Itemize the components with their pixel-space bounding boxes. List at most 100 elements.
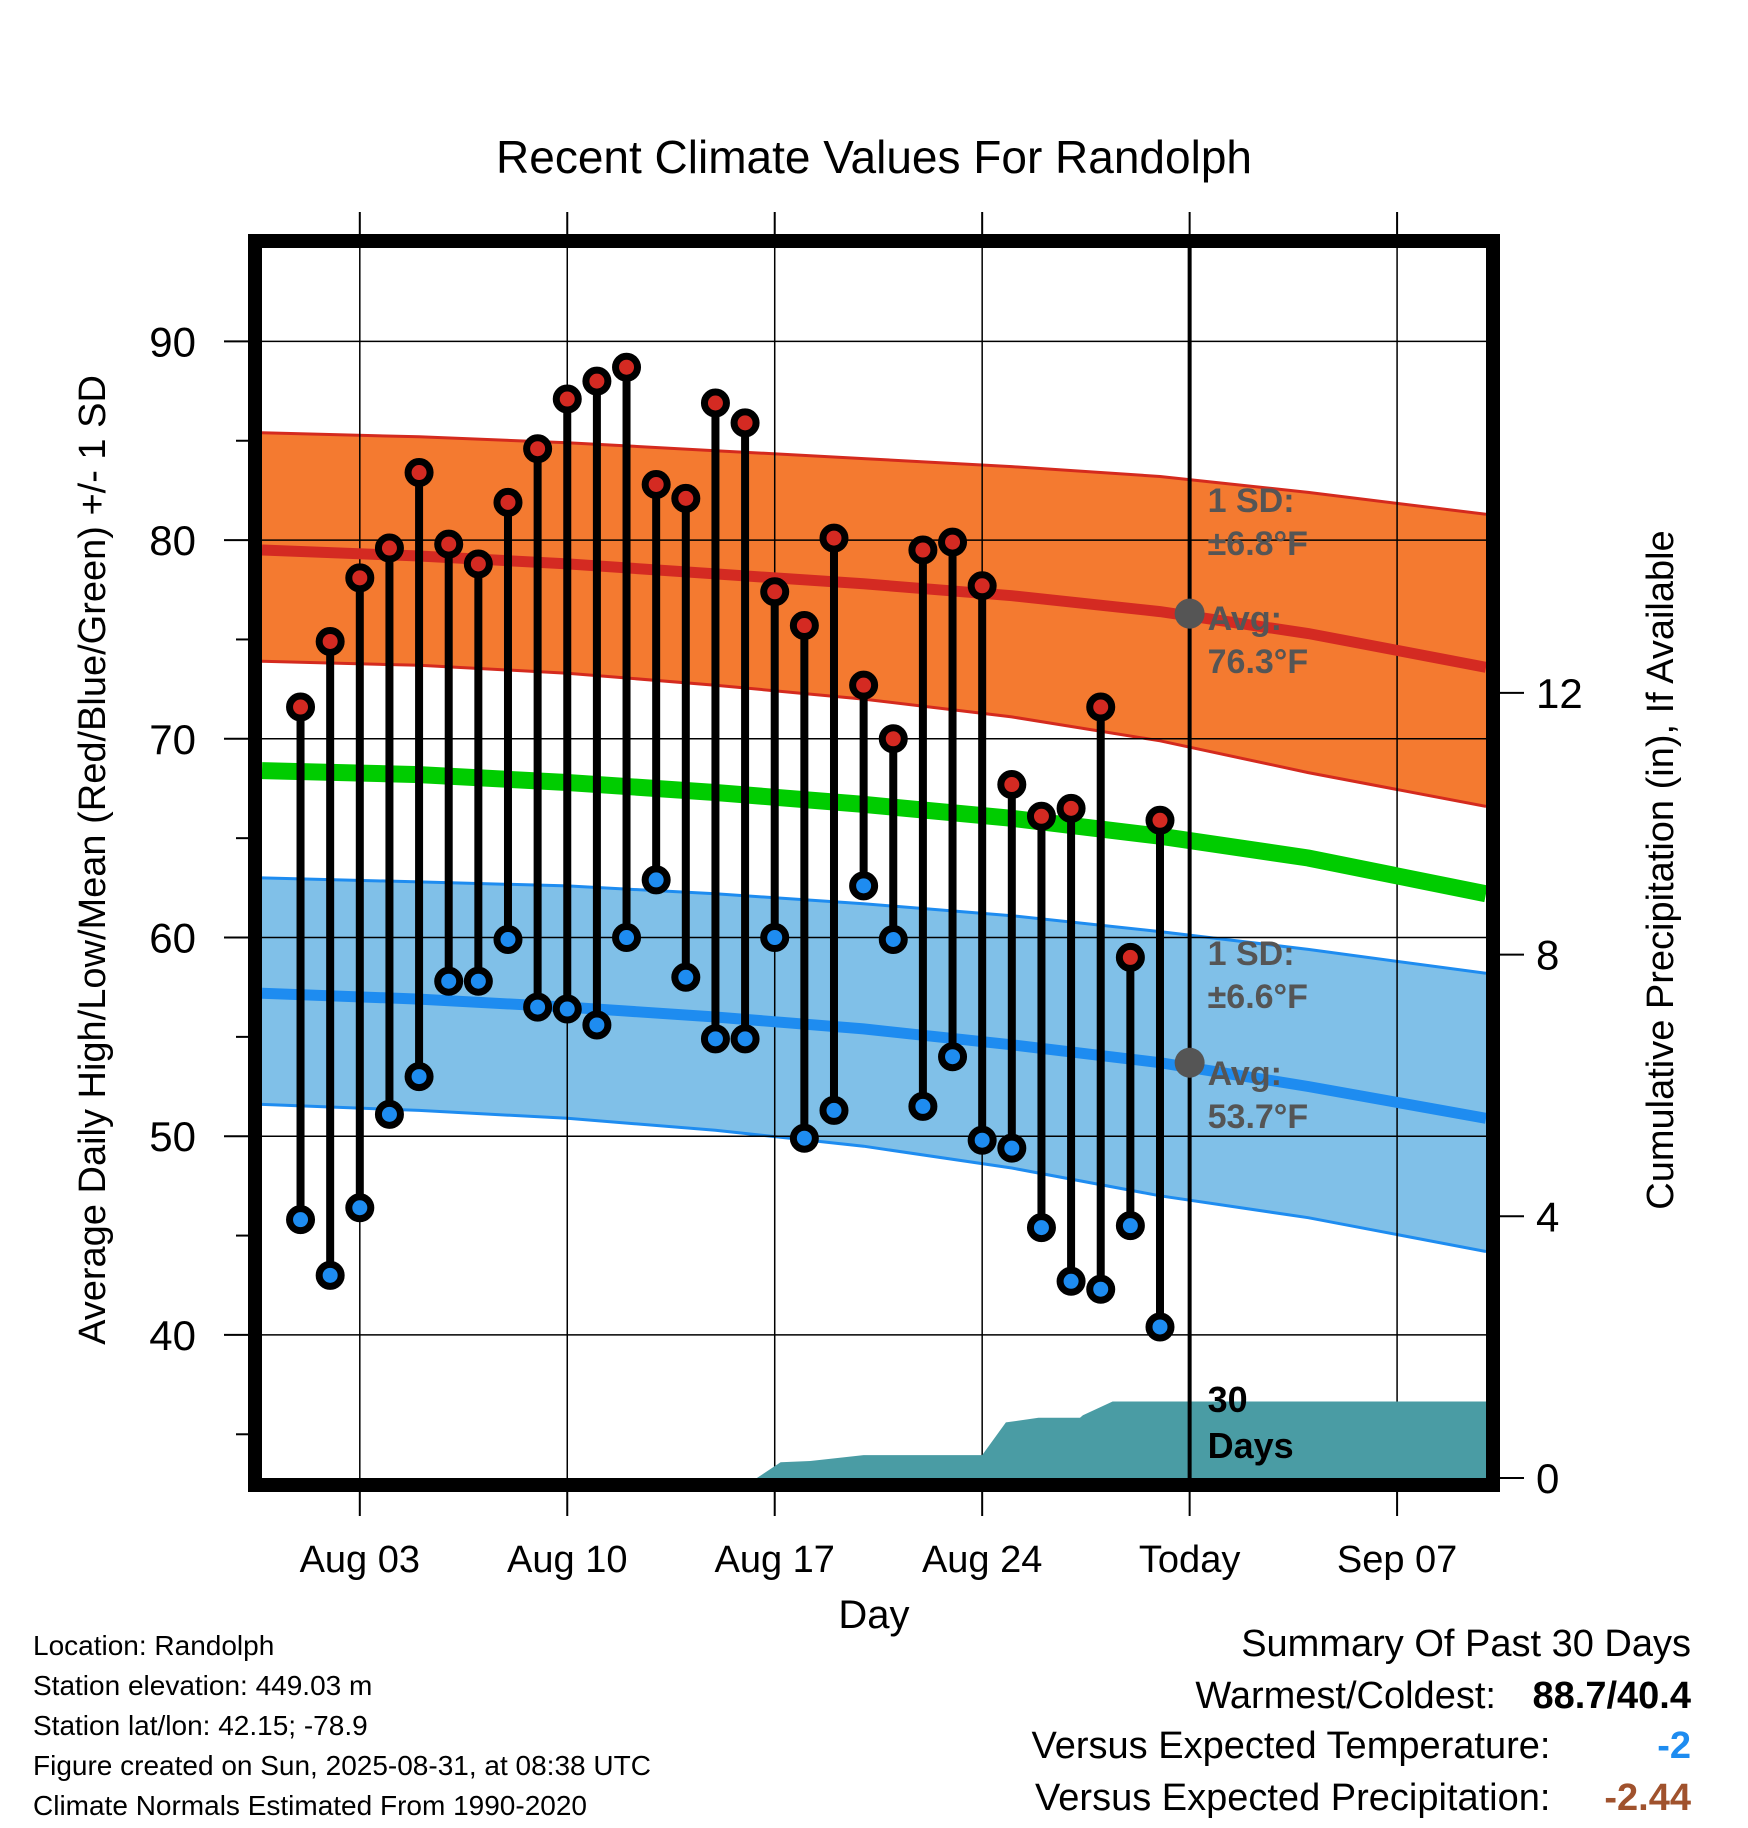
daily-low-point xyxy=(434,966,464,996)
daily-low-point xyxy=(374,1099,404,1129)
x-tick-label: Aug 24 xyxy=(922,1539,1042,1581)
daily-low-point xyxy=(849,871,879,901)
daily-low-point xyxy=(1086,1274,1116,1304)
daily-low-point xyxy=(671,962,701,992)
x-tick-label: Aug 03 xyxy=(300,1539,420,1581)
daily-high-point xyxy=(819,523,849,553)
daily-low-point xyxy=(938,1042,968,1072)
daily-low-point xyxy=(552,994,582,1024)
y-left-tick-label: 40 xyxy=(149,1312,196,1359)
y-left-tick-label: 50 xyxy=(149,1113,196,1160)
y-left-tick-label: 60 xyxy=(149,915,196,962)
high-avg-value: 76.3°F xyxy=(1208,643,1309,681)
plot-area: 1 SD: ±6.8°F Avg: 76.3°F 1 SD: ±6.6°F Avg: 53.7… xyxy=(262,248,1486,1478)
daily-high-point xyxy=(938,527,968,557)
x-tick-label: Sep 07 xyxy=(1337,1539,1457,1581)
daily-high-point xyxy=(315,626,345,656)
high-sd-value: ±6.8°F xyxy=(1208,525,1308,563)
low-avg-label: Avg: xyxy=(1208,1055,1282,1093)
daily-high-point xyxy=(997,770,1027,800)
x-axis-label: Day xyxy=(838,1593,909,1637)
daily-low-point xyxy=(1115,1211,1145,1241)
summary-temp-row: Versus Expected Temperature: -2 xyxy=(1032,1725,1691,1768)
x-tick-label: Aug 10 xyxy=(507,1539,627,1581)
daily-high-point xyxy=(1026,801,1056,831)
daily-low-point xyxy=(878,925,908,955)
daily-high-point xyxy=(1056,793,1086,823)
summary-precip-row: Versus Expected Precipitation: -2.44 xyxy=(1035,1777,1691,1820)
daily-high-point xyxy=(849,670,879,700)
daily-high-point xyxy=(493,487,523,517)
low-sd-upper-edge xyxy=(262,876,1486,975)
summary-temp-value: -2 xyxy=(1657,1725,1691,1767)
info-location: Location: Randolph xyxy=(33,1630,275,1661)
daily-high-point xyxy=(967,571,997,601)
daily-low-point xyxy=(463,966,493,996)
high-sd-label: 1 SD: xyxy=(1208,482,1295,520)
summary-warm-cold-value: 88.7/40.4 xyxy=(1532,1675,1691,1717)
info-created: Figure created on Sun, 2025-08-31, at 08… xyxy=(33,1750,651,1781)
daily-low-point xyxy=(404,1062,434,1092)
daily-high-point xyxy=(552,384,582,414)
daily-high-point xyxy=(582,366,612,396)
precip-area xyxy=(262,1401,1486,1478)
daily-high-point xyxy=(789,611,819,641)
low-sd-value: ±6.6°F xyxy=(1208,978,1308,1016)
normal-low-line xyxy=(262,987,1486,1124)
daily-low-point xyxy=(315,1260,345,1290)
y-axis-label-left: Average Daily High/Low/Mean (Red/Blue/Gr… xyxy=(72,375,114,1345)
daily-low-point xyxy=(641,865,671,895)
daily-high-point xyxy=(730,408,760,438)
y-left-tick-label: 70 xyxy=(149,716,196,763)
info-elevation: Station elevation: 449.03 m xyxy=(33,1670,373,1701)
daily-high-point xyxy=(345,563,375,593)
low-avg-value: 53.7°F xyxy=(1208,1098,1309,1136)
y-right-tick-label: 0 xyxy=(1536,1455,1559,1502)
chart-title: Recent Climate Values For Randolph xyxy=(496,131,1252,183)
daily-low-point xyxy=(582,1010,612,1040)
low-sd-lower-edge xyxy=(262,1102,1486,1253)
daily-low-point xyxy=(819,1095,849,1125)
daily-high-point xyxy=(374,533,404,563)
daily-high-point xyxy=(404,458,434,488)
daily-high-point xyxy=(1145,805,1175,835)
y-right-tick-label: 8 xyxy=(1536,932,1559,979)
daily-high-point xyxy=(434,529,464,559)
summary-warm-cold-row: Warmest/Coldest: 88.7/40.4 xyxy=(1195,1675,1691,1718)
daily-high-point xyxy=(612,352,642,382)
x-tick-label: Aug 17 xyxy=(714,1539,834,1581)
y-axis-label-right: Cumulative Precipitation (in), If Availa… xyxy=(1640,530,1682,1209)
daily-high-point xyxy=(760,577,790,607)
y-right-tick-label: 4 xyxy=(1536,1193,1559,1240)
daily-high-point xyxy=(671,483,701,513)
y-left-tick-label: 90 xyxy=(149,318,196,365)
daily-high-point xyxy=(1086,692,1116,722)
daily-low-point xyxy=(493,925,523,955)
summary-warm-cold-label: Warmest/Coldest: xyxy=(1195,1675,1496,1717)
daily-high-point xyxy=(463,549,493,579)
daily-high-point xyxy=(1115,942,1145,972)
daily-low-point xyxy=(789,1123,819,1153)
daily-low-point xyxy=(286,1205,316,1235)
low-sd-label: 1 SD: xyxy=(1208,935,1295,973)
high-avg-label: Avg: xyxy=(1208,600,1282,638)
window-label-line2: Days xyxy=(1208,1425,1294,1466)
window-label-line1: 30 xyxy=(1208,1379,1248,1420)
daily-low-point xyxy=(908,1091,938,1121)
daily-low-point xyxy=(700,1024,730,1054)
x-tick-label: Today xyxy=(1139,1539,1240,1581)
summary-temp-label: Versus Expected Temperature: xyxy=(1031,1725,1551,1767)
daily-low-point xyxy=(345,1193,375,1223)
daily-high-point xyxy=(700,388,730,418)
daily-high-point xyxy=(523,434,553,464)
chart-overlay: 40 50 60 70 80 90 0 4 8 12 Aug 03 Aug 10 Aug 17 Aug 2… xyxy=(149,212,1583,1581)
daily-low-point xyxy=(1145,1312,1175,1342)
info-latlon: Station lat/lon: 42.15; -78.9 xyxy=(33,1710,368,1741)
daily-low-point xyxy=(997,1133,1027,1163)
daily-low-point xyxy=(967,1125,997,1155)
daily-low-point xyxy=(523,992,553,1022)
y-left-tick-label: 80 xyxy=(149,517,196,564)
daily-high-point xyxy=(878,724,908,754)
daily-high-point xyxy=(641,469,671,499)
